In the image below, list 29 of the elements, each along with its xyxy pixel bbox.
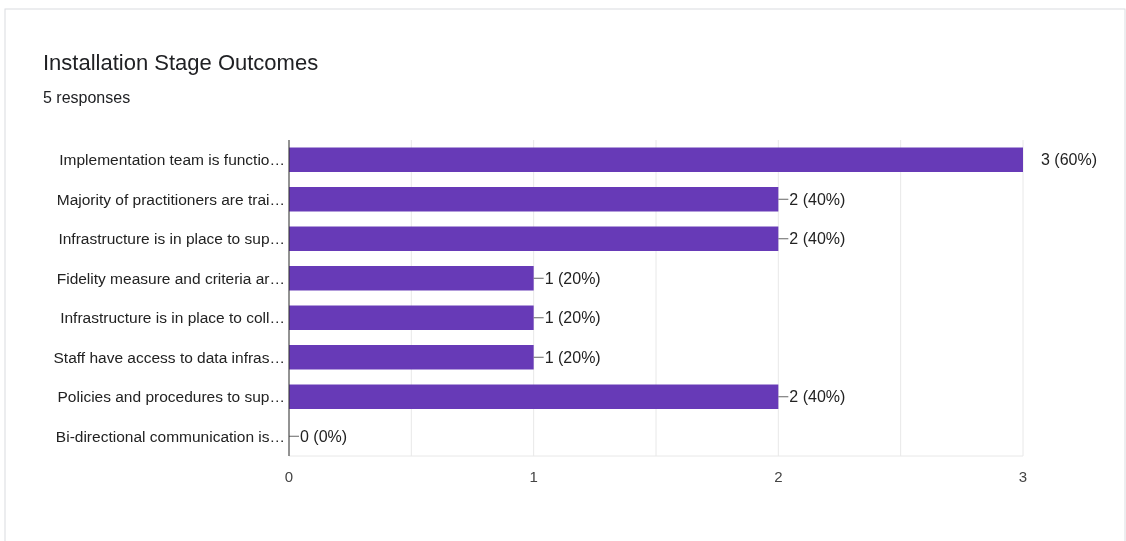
y-tick-label: Policies and procedures to sup… (57, 388, 285, 406)
bar (289, 384, 779, 409)
chart-title: Installation Stage Outcomes (43, 50, 319, 75)
data-label: 3 (60%) (1041, 151, 1098, 169)
data-label: 1 (20%) (544, 309, 601, 327)
bar (289, 266, 534, 291)
text: 5 responses (43, 89, 131, 106)
bar (289, 305, 534, 330)
y-tick-label: Staff have access to data infras… (53, 348, 285, 366)
data-label: 0 (0%) (300, 427, 348, 445)
data-label: 1 (20%) (544, 269, 601, 287)
y-tick-label: Infrastructure is in place to coll… (60, 309, 285, 327)
y-tick-label: Fidelity measure and criteria ar… (56, 269, 285, 287)
x-tick-label: 3 (1018, 468, 1028, 485)
y-tick-label: Implementation team is functio… (59, 151, 285, 169)
bar (289, 187, 779, 212)
y-tick-label: Majority of practitioners are trai… (56, 190, 285, 208)
data-label: 2 (40%) (789, 230, 846, 248)
bar (289, 345, 534, 370)
bar (289, 226, 779, 251)
x-tick-label: 0 (284, 468, 294, 485)
x-tick-label: 1 (529, 468, 538, 485)
y-tick-label: Bi-directional communication is… (55, 427, 285, 445)
bar (289, 147, 1023, 172)
data-label: 1 (20%) (544, 348, 601, 366)
data-label: 2 (40%) (789, 388, 846, 406)
x-tick-label: 2 (774, 468, 783, 485)
y-tick-label: Infrastructure is in place to sup… (58, 230, 285, 248)
data-label: 2 (40%) (789, 190, 846, 208)
